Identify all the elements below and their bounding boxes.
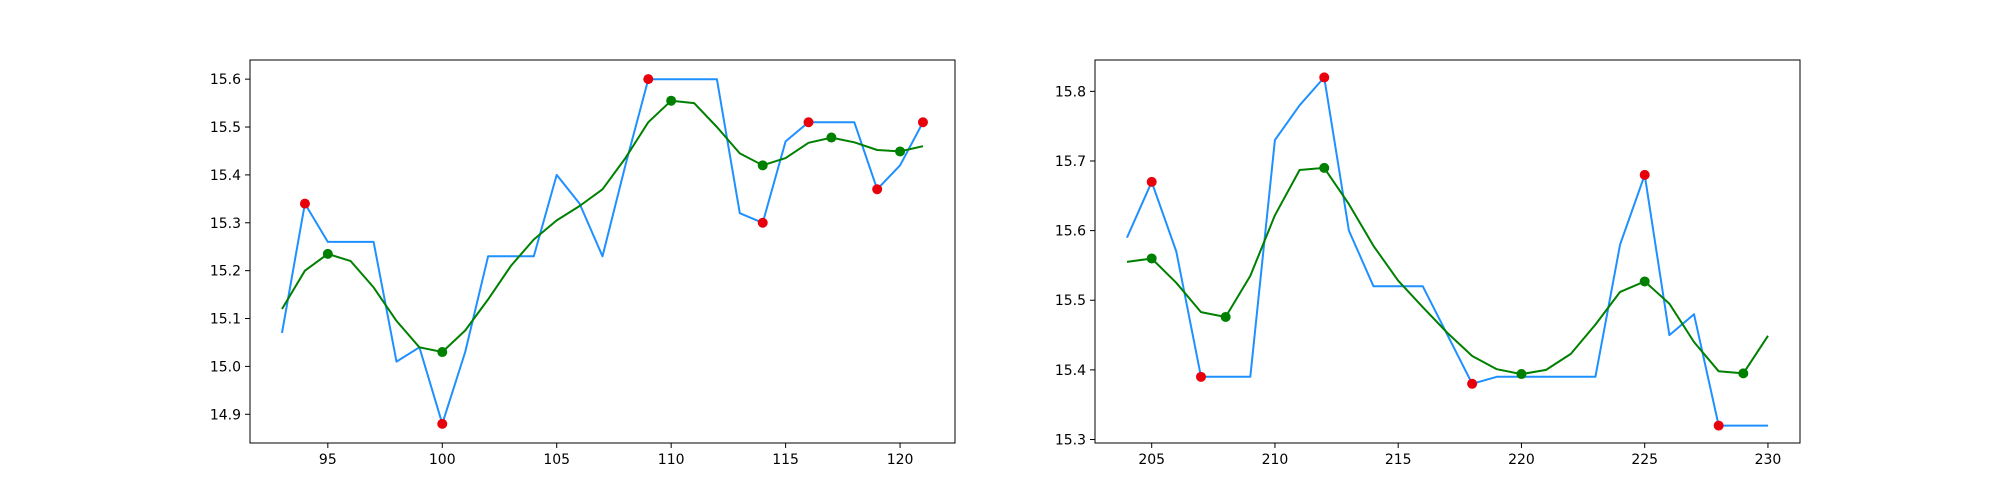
red-extremum-point xyxy=(1467,378,1478,389)
green-extremum-point xyxy=(826,132,837,143)
red-extremum-point xyxy=(1639,169,1650,180)
green-extremum-point xyxy=(322,248,333,259)
x-tick-label: 230 xyxy=(1755,452,1782,468)
y-tick-label: 14.9 xyxy=(210,407,241,423)
green-extremum-point xyxy=(1319,162,1330,173)
green-extremum-point xyxy=(1220,311,1231,322)
y-tick-label: 15.3 xyxy=(1055,433,1086,449)
red-extremum-point xyxy=(1195,371,1206,382)
red-extremum-point xyxy=(757,217,768,228)
raw-series-line xyxy=(1126,76,1768,427)
y-tick-label: 15.8 xyxy=(1055,84,1086,100)
raw-series-line xyxy=(281,78,924,425)
axes-frame xyxy=(249,59,956,444)
y-tick-label: 15.2 xyxy=(210,264,241,280)
x-tick-label: 105 xyxy=(543,452,570,468)
green-extremum-point xyxy=(437,347,448,358)
axes-frame xyxy=(1094,59,1801,444)
y-tick-label: 15.7 xyxy=(1055,154,1086,170)
y-tick-label: 15.4 xyxy=(210,168,241,184)
green-extremum-point xyxy=(1146,253,1157,264)
red-extremum-point xyxy=(872,184,883,195)
red-extremum-point xyxy=(1319,72,1330,83)
x-tick-label: 120 xyxy=(887,452,914,468)
red-extremum-point xyxy=(917,117,928,128)
green-extremum-point xyxy=(1639,276,1650,287)
x-tick-label: 115 xyxy=(772,452,799,468)
red-extremum-point xyxy=(437,418,448,429)
y-tick-label: 15.1 xyxy=(210,312,241,328)
x-tick-label: 220 xyxy=(1508,452,1535,468)
smoothed-series-line xyxy=(281,99,924,353)
x-tick-label: 205 xyxy=(1138,452,1165,468)
chart-panel-2: 205 210 215 220 225 230 15.3 15.4 15.5 15.6 15.7 15… xyxy=(1055,59,1801,468)
x-tick-label: 215 xyxy=(1385,452,1412,468)
green-extremum-point xyxy=(895,146,906,157)
chart-panel-1: 95 100 105 110 115 120 14.9 15.0 15.1 15.2 15.3 15.… xyxy=(210,59,956,468)
y-tick-label: 15.6 xyxy=(1055,224,1086,240)
x-tick-label: 100 xyxy=(429,452,456,468)
green-extremum-point xyxy=(1738,368,1749,379)
red-extremum-point xyxy=(1146,176,1157,187)
red-extremum-point xyxy=(299,198,310,209)
y-tick-label: 15.5 xyxy=(210,120,241,136)
y-tick-label: 15.5 xyxy=(1055,293,1086,309)
y-tick-label: 15.4 xyxy=(1055,363,1086,379)
y-tick-label: 15.0 xyxy=(210,359,241,375)
green-extremum-point xyxy=(757,160,768,171)
x-tick-label: 110 xyxy=(658,452,685,468)
red-extremum-point xyxy=(803,117,814,128)
red-extremum-point xyxy=(643,74,654,85)
x-tick-label: 210 xyxy=(1262,452,1289,468)
y-tick-label: 15.6 xyxy=(210,72,241,88)
green-extremum-point xyxy=(1516,369,1527,380)
y-tick-label: 15.3 xyxy=(210,216,241,232)
x-tick-label: 95 xyxy=(319,452,337,468)
smoothed-series-line xyxy=(1126,166,1769,376)
x-tick-label: 225 xyxy=(1631,452,1658,468)
red-extremum-point xyxy=(1713,420,1724,431)
green-extremum-point xyxy=(666,95,677,106)
